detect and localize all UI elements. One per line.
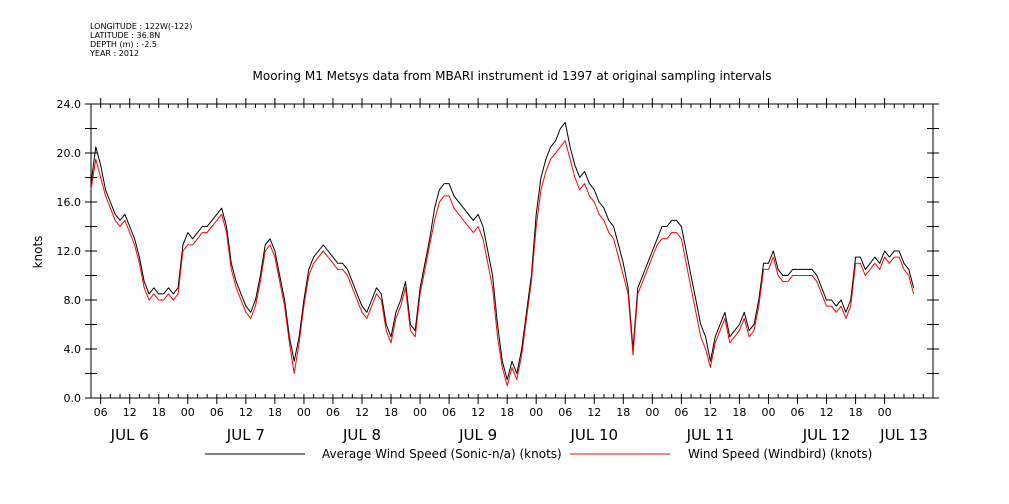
y-axis-label: knots <box>31 236 45 269</box>
depth-text: DEPTH (m) : -2.5 <box>90 40 157 49</box>
x-tick-label: 12 <box>123 406 137 419</box>
x-day-label: JUL 8 <box>342 426 381 444</box>
x-tick-label: 18 <box>268 406 282 419</box>
x-tick-label: 06 <box>326 406 340 419</box>
x-tick-label: 12 <box>355 406 369 419</box>
x-tick-label: 00 <box>645 406 659 419</box>
x-tick-label: 18 <box>500 406 514 419</box>
legend-label-average: Average Wind Speed (Sonic-n/a) (knots) <box>322 447 562 461</box>
x-tick-label: 12 <box>587 406 601 419</box>
y-tick-label: 8.0 <box>64 294 82 307</box>
x-tick-label: 00 <box>413 406 427 419</box>
x-day-label: JUL 9 <box>458 426 497 444</box>
series-layer <box>90 121 915 387</box>
y-tick-label: 16.0 <box>57 196 82 209</box>
y-tick-label: 20.0 <box>57 147 82 160</box>
axes-layer: 06 12 18 00 06 12 18 00 06 12 18 00 06 12 18 00 06 12 18 00… <box>57 98 939 444</box>
x-tick-label: 12 <box>471 406 485 419</box>
x-day-label: JUL 7 <box>226 426 265 444</box>
latitude-text: LATITUDE : 36.8N <box>90 31 161 40</box>
x-day-label: JUL 13 <box>879 426 928 444</box>
series-line-windbird-wind-speed <box>90 140 915 387</box>
y-tick-label: 24.0 <box>57 98 82 111</box>
x-tick-label: 12 <box>239 406 253 419</box>
longitude-text: LONGITUDE : 122W(-122) <box>90 22 193 31</box>
x-day-label: JUL 6 <box>110 426 149 444</box>
x-tick-label: 06 <box>94 406 108 419</box>
x-tick-label: 06 <box>674 406 688 419</box>
year-text: YEAR : 2012 <box>90 49 140 58</box>
x-tick-label: 06 <box>558 406 572 419</box>
legend-label-windbird: Wind Speed (Windbird) (knots) <box>688 447 872 461</box>
metadata-header: LONGITUDE : 122W(-122) LATITUDE : 36.8N … <box>90 22 192 58</box>
plot-frame <box>90 103 934 399</box>
x-day-label: JUL 12 <box>802 426 851 444</box>
x-tick-label: 18 <box>849 406 863 419</box>
y-tick-label: 4.0 <box>64 343 82 356</box>
x-day-label: JUL 11 <box>686 426 735 444</box>
x-tick-label: 00 <box>181 406 195 419</box>
x-tick-label: 00 <box>761 406 775 419</box>
x-tick-label: 00 <box>878 406 892 419</box>
y-tick-label: 12.0 <box>57 245 82 258</box>
x-tick-label: 06 <box>791 406 805 419</box>
x-tick-label: 00 <box>297 406 311 419</box>
x-tick-label: 06 <box>210 406 224 419</box>
chart-title: Mooring M1 Metsys data from MBARI instru… <box>253 69 772 83</box>
x-tick-label: 00 <box>529 406 543 419</box>
x-day-label: JUL 10 <box>569 426 618 444</box>
x-tick-label: 12 <box>820 406 834 419</box>
x-tick-label: 18 <box>152 406 166 419</box>
x-tick-label: 12 <box>703 406 717 419</box>
x-tick-label: 18 <box>384 406 398 419</box>
y-tick-label: 0.0 <box>64 392 82 405</box>
series-line-average-wind-speed <box>90 121 915 381</box>
x-tick-label: 18 <box>732 406 746 419</box>
x-tick-label: 06 <box>442 406 456 419</box>
x-tick-label: 18 <box>616 406 630 419</box>
legend: Average Wind Speed (Sonic-n/a) (knots) W… <box>205 447 872 461</box>
